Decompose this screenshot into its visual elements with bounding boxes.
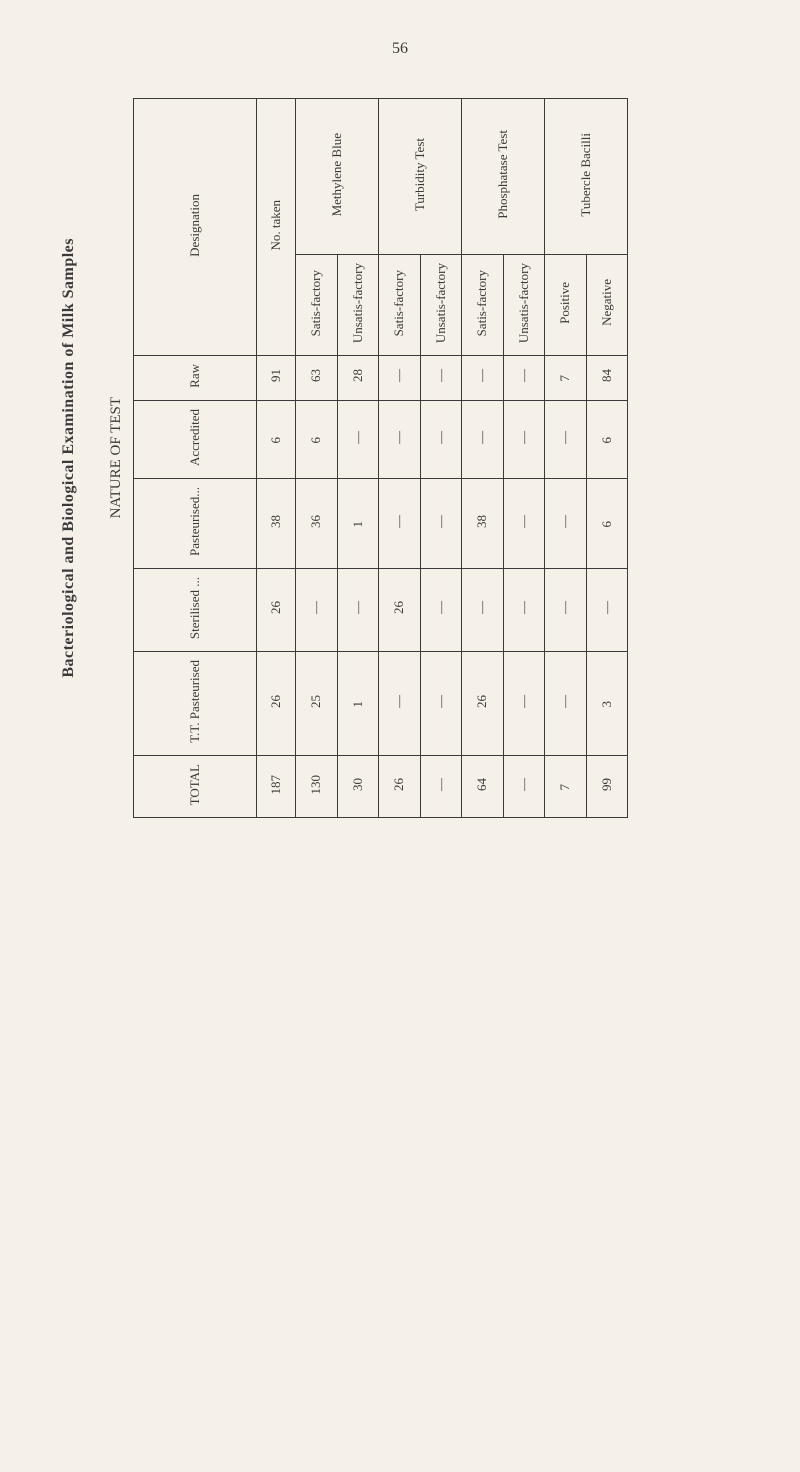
row-raw: Raw 91 63 28 — — — — 7 84 — [134, 356, 628, 401]
row-total: TOTAL 187 130 30 26 — 64 — 7 99 — [134, 755, 628, 817]
col-turbidity: Turbidity Test — [379, 99, 462, 255]
cell-positive: — — [557, 515, 573, 528]
cell-negative: 99 — [599, 778, 615, 791]
row-accredited: Accredited 6 6 — — — — — — 6 — [134, 400, 628, 478]
page-number: 56 — [60, 40, 740, 58]
cell-turb-unsatis: — — [433, 695, 449, 708]
cell-turb-satis: 26 — [391, 778, 407, 791]
col-methylene-blue: Methylene Blue — [296, 99, 379, 255]
col-phos-satis: Satis-factory — [462, 254, 504, 355]
cell-label: T.T. Pasteurised — [187, 660, 203, 743]
col-designation: Designation — [134, 99, 257, 356]
row-pasteurised: Pasteurised... 38 36 1 — — 38 — — 6 — [134, 478, 628, 568]
col-positive: Positive — [545, 254, 587, 355]
col-mb-satis: Satis-factory — [296, 254, 338, 355]
cell-positive: 7 — [557, 375, 573, 382]
cell-phos-satis: — — [474, 601, 490, 614]
row-sterilised: Sterilised ... 26 — — 26 — — — — — — [134, 568, 628, 651]
cell-phos-satis: 64 — [474, 778, 490, 791]
milk-samples-table: Designation No. taken Methylene Blue Tur… — [133, 98, 628, 818]
cell-mb-satis: — — [308, 601, 324, 614]
cell-label: Sterilised ... — [187, 577, 203, 639]
cell-no-taken: 91 — [268, 369, 284, 382]
cell-label: TOTAL — [187, 764, 203, 805]
row-tt-pasteurised: T.T. Pasteurised 26 25 1 — — 26 — — 3 — [134, 651, 628, 755]
cell-negative: 6 — [599, 437, 615, 444]
cell-phos-unsatis: — — [516, 778, 532, 791]
col-turb-unsatis: Unsatis-factory — [420, 254, 462, 355]
cell-phos-unsatis: — — [516, 695, 532, 708]
cell-turb-satis: — — [391, 431, 407, 444]
col-tubercle: Tubercle Bacilli — [545, 99, 628, 255]
cell-phos-satis: 26 — [474, 695, 490, 708]
cell-mb-unsatis: — — [350, 431, 366, 444]
cell-phos-satis: — — [474, 431, 490, 444]
cell-positive: — — [557, 431, 573, 444]
col-phosphatase: Phosphatase Test — [462, 99, 545, 255]
cell-mb-unsatis: 1 — [350, 701, 366, 708]
cell-phos-unsatis: — — [516, 601, 532, 614]
cell-mb-satis: 6 — [308, 437, 324, 444]
table-title: Bacteriological and Biological Examinati… — [60, 238, 78, 678]
cell-mb-satis: 63 — [308, 369, 324, 382]
cell-phos-satis: — — [474, 369, 490, 382]
cell-turb-unsatis: — — [433, 778, 449, 791]
cell-negative: 3 — [599, 701, 615, 708]
cell-negative: — — [599, 601, 615, 614]
cell-phos-unsatis: — — [516, 431, 532, 444]
cell-no-taken: 26 — [268, 601, 284, 614]
col-mb-unsatis: Unsatis-factory — [337, 254, 379, 355]
cell-label: Pasteurised... — [187, 487, 203, 556]
cell-turb-satis: — — [391, 369, 407, 382]
cell-turb-unsatis: — — [433, 515, 449, 528]
cell-no-taken: 187 — [268, 775, 284, 795]
cell-turb-satis: — — [391, 695, 407, 708]
col-turb-satis: Satis-factory — [379, 254, 421, 355]
cell-mb-unsatis: — — [350, 601, 366, 614]
cell-turb-satis: — — [391, 515, 407, 528]
cell-turb-satis: 26 — [391, 601, 407, 614]
cell-phos-unsatis: — — [516, 515, 532, 528]
cell-phos-satis: 38 — [474, 515, 490, 528]
cell-negative: 6 — [599, 521, 615, 528]
nature-of-test-label: NATURE OF TEST — [108, 397, 125, 518]
cell-no-taken: 38 — [268, 515, 284, 528]
cell-positive: — — [557, 695, 573, 708]
cell-mb-unsatis: 30 — [350, 778, 366, 791]
cell-mb-unsatis: 1 — [350, 521, 366, 528]
cell-mb-satis: 25 — [308, 695, 324, 708]
cell-positive: — — [557, 601, 573, 614]
col-phos-unsatis: Unsatis-factory — [503, 254, 545, 355]
cell-mb-satis: 130 — [308, 775, 324, 795]
cell-no-taken: 26 — [268, 695, 284, 708]
col-no-taken: No. taken — [257, 99, 296, 356]
cell-label: Accredited — [187, 409, 203, 466]
col-negative: Negative — [586, 254, 628, 355]
cell-turb-unsatis: — — [433, 601, 449, 614]
cell-mb-satis: 36 — [308, 515, 324, 528]
cell-label: Raw — [187, 364, 203, 388]
cell-turb-unsatis: — — [433, 431, 449, 444]
cell-no-taken: 6 — [268, 437, 284, 444]
cell-phos-unsatis: — — [516, 369, 532, 382]
cell-mb-unsatis: 28 — [350, 369, 366, 382]
cell-positive: 7 — [557, 784, 573, 791]
cell-negative: 84 — [599, 369, 615, 382]
cell-turb-unsatis: — — [433, 369, 449, 382]
